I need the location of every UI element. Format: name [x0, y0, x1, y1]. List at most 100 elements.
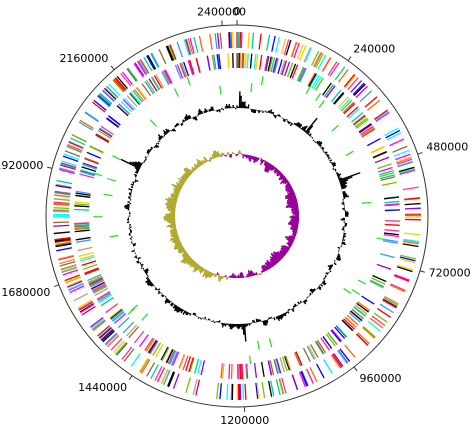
gc-skew — [192, 262, 198, 268]
gc-content — [156, 288, 159, 291]
gene-feature — [154, 343, 164, 358]
gene-feature — [281, 377, 287, 394]
gc-content — [150, 283, 154, 287]
gc-content — [317, 141, 322, 146]
gene-feature — [219, 383, 222, 400]
gene-feature — [300, 371, 308, 387]
gene-feature — [97, 325, 111, 337]
gene-feature — [82, 162, 98, 169]
gc-skew — [170, 228, 177, 232]
gc-skew — [193, 165, 198, 170]
gc-content — [194, 116, 198, 121]
gc-skew — [203, 269, 207, 274]
gc-skew — [193, 167, 197, 171]
gene-feature — [379, 303, 394, 314]
gene-feature — [283, 39, 290, 55]
gene-feature — [116, 76, 128, 90]
gc-skew — [170, 195, 178, 199]
gene-feature — [54, 194, 71, 198]
gene-feature — [87, 274, 102, 282]
gc-content — [137, 256, 141, 260]
gc-skew — [277, 171, 282, 177]
gc-skew — [214, 274, 217, 278]
gene-feature — [214, 33, 218, 50]
rna-feature — [130, 304, 139, 312]
gene-feature — [55, 241, 72, 246]
gc-content — [312, 139, 315, 142]
gene-feature — [334, 326, 346, 339]
gc-skew — [178, 182, 184, 187]
gc-skew — [199, 266, 202, 270]
gc-content — [185, 311, 189, 316]
gene-feature — [123, 348, 135, 362]
rna-feature — [357, 279, 367, 285]
gene-feature — [67, 143, 83, 152]
gene-feature — [53, 231, 70, 235]
gene-feature — [134, 62, 145, 77]
gc-content — [332, 162, 337, 166]
gc-content — [272, 111, 275, 115]
gene-feature — [122, 98, 135, 111]
gc-skew — [193, 263, 198, 268]
gene-feature — [126, 95, 138, 108]
gene-feature — [393, 274, 410, 282]
gc-skew — [250, 155, 253, 160]
rna-feature — [257, 340, 260, 350]
gc-content — [173, 305, 178, 309]
gc-content — [292, 307, 295, 310]
gene-feature — [78, 301, 94, 311]
gc-skew — [166, 219, 176, 222]
gene-feature — [74, 229, 90, 233]
gene-feature — [330, 89, 342, 103]
gene-feature — [189, 59, 195, 75]
gene-feature — [181, 62, 188, 77]
gene-feature — [369, 280, 384, 289]
gc-content — [135, 168, 140, 172]
gene-feature — [161, 347, 170, 362]
gene-feature — [56, 179, 73, 185]
gene-feature — [376, 263, 392, 270]
gc-skew — [194, 264, 200, 272]
gene-feature — [253, 54, 257, 70]
gene-feature — [137, 60, 148, 75]
gene-feature — [74, 227, 90, 231]
gc-skew — [172, 237, 180, 241]
gc-skew — [196, 163, 200, 168]
gc-skew — [180, 177, 186, 182]
gc-content — [164, 299, 170, 304]
gc-content — [337, 176, 340, 179]
gc-content — [147, 281, 153, 286]
gene-feature — [344, 75, 357, 89]
gene-feature — [161, 71, 170, 86]
gc-skew — [212, 153, 216, 159]
gc-skew — [191, 168, 195, 172]
gc-content — [258, 110, 261, 114]
gene-feature — [284, 355, 291, 371]
gene-feature — [162, 70, 171, 85]
gc-content — [288, 308, 291, 311]
gc-skew — [169, 236, 179, 242]
gc-content — [140, 263, 144, 267]
gene-feature — [84, 267, 99, 275]
gc-content — [262, 320, 265, 326]
gene-feature — [166, 45, 175, 61]
gc-skew — [170, 223, 176, 226]
gene-feature — [67, 280, 83, 288]
gc-content — [307, 296, 309, 298]
gene-feature — [336, 325, 348, 338]
gene-feature — [311, 75, 320, 89]
gc-content — [171, 128, 175, 132]
gene-feature — [312, 51, 322, 67]
gc-skew — [184, 173, 190, 178]
gene-feature — [268, 380, 273, 397]
gc-content — [336, 256, 342, 261]
gene-feature — [68, 141, 84, 149]
gc-skew — [179, 248, 186, 254]
gc-content — [323, 279, 326, 283]
gc-skew — [247, 272, 250, 277]
gc-skew — [181, 176, 187, 181]
gene-feature — [218, 53, 222, 69]
gene-feature — [398, 166, 415, 173]
gc-content — [211, 106, 215, 111]
tick-mark — [47, 166, 53, 169]
